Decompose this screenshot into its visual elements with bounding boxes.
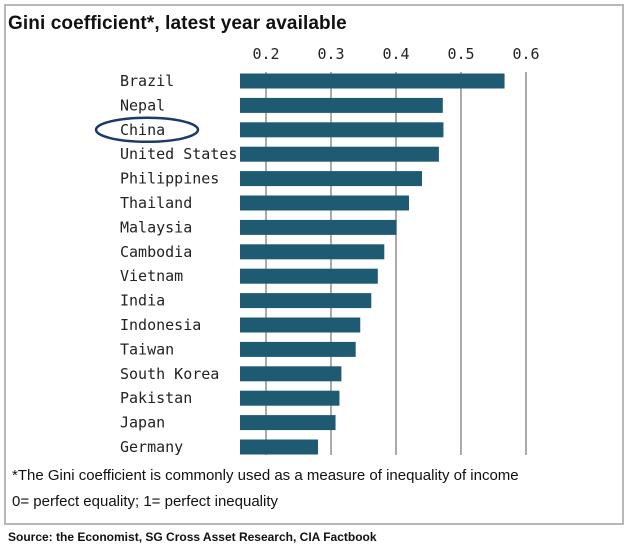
chart-title: Gini coefficient*, latest year available: [8, 13, 347, 34]
highlight: [94, 116, 200, 144]
bar-india: [240, 293, 372, 309]
x-axis-ticks: 0.2 0.3 0.4 0.5 0.6: [252, 45, 539, 63]
highlight-circle: [94, 116, 200, 144]
category-label: Germany: [120, 438, 183, 456]
category-label: Brazil: [120, 72, 174, 90]
bar-china: [240, 122, 444, 138]
bar-indonesia: [240, 317, 361, 333]
category-labels: Brazil Nepal China United States Philippines…: [120, 72, 237, 456]
bar-nepal: [240, 97, 443, 113]
category-label: China: [120, 121, 165, 139]
x-tick-label: 0.6: [512, 45, 539, 63]
category-label: Japan: [120, 414, 165, 432]
footnote: *The Gini coefficient is commonly used a…: [12, 467, 519, 484]
bar-cambodia: [240, 244, 385, 260]
category-label: Thailand: [120, 194, 192, 212]
category-label: Cambodia: [120, 243, 192, 261]
category-label: Nepal: [120, 96, 165, 114]
category-label: Malaysia: [120, 218, 192, 236]
source-note: Source: the Economist, SG Cross Asset Re…: [8, 530, 377, 544]
category-label: Vietnam: [120, 267, 183, 285]
bar-south-korea: [240, 366, 342, 382]
bar-germany: [240, 439, 318, 455]
category-label: Taiwan: [120, 340, 174, 358]
chart-frame: [4, 4, 624, 525]
bar-philippines: [240, 171, 422, 187]
category-label: Indonesia: [120, 316, 201, 334]
x-tick-label: 0.5: [447, 45, 474, 63]
bar-pakistan: [240, 390, 340, 406]
bar-brazil: [240, 73, 505, 89]
category-label: South Korea: [120, 365, 219, 383]
x-tick-label: 0.2: [252, 45, 279, 63]
bar-japan: [240, 415, 336, 431]
category-label: Philippines: [120, 170, 219, 188]
bars: [240, 73, 505, 455]
x-tick-label: 0.3: [317, 45, 344, 63]
category-label: United States: [120, 145, 237, 163]
x-tick-label: 0.4: [382, 45, 409, 63]
bar-vietnam: [240, 268, 378, 284]
bar-thailand: [240, 195, 409, 211]
bar-united-states: [240, 146, 439, 162]
category-label: India: [120, 292, 165, 310]
category-label: Pakistan: [120, 389, 192, 407]
bar-malaysia: [240, 219, 397, 235]
scale-note: 0= perfect equality; 1= perfect inequali…: [12, 493, 279, 510]
bar-taiwan: [240, 341, 356, 357]
